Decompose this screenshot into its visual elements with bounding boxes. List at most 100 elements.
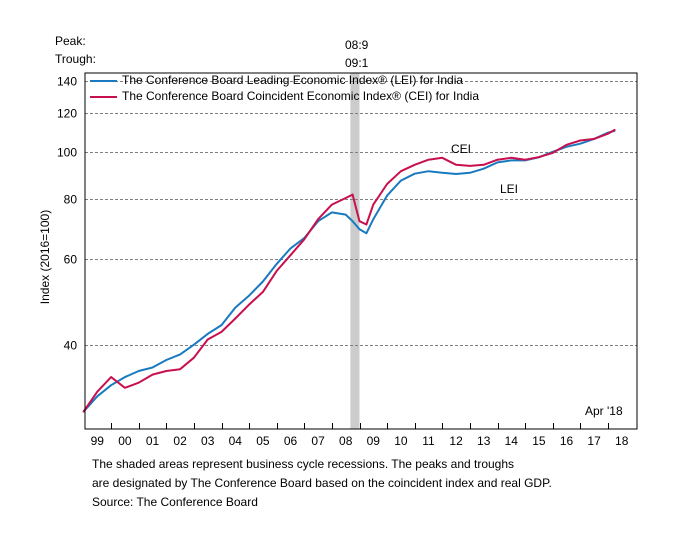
data-point-lei bbox=[193, 343, 195, 346]
data-point-cei bbox=[234, 317, 237, 320]
data-point-lei bbox=[351, 220, 354, 223]
x-tick-label: 02 bbox=[173, 434, 187, 448]
data-point-lei bbox=[165, 359, 168, 361]
data-point-cei bbox=[179, 368, 181, 371]
data-point-cei bbox=[124, 386, 126, 389]
data-point-cei bbox=[206, 338, 209, 341]
data-point-cei bbox=[365, 223, 368, 226]
data-point-cei bbox=[151, 373, 154, 376]
data-point-cei bbox=[455, 164, 457, 166]
data-point-lei bbox=[372, 218, 375, 221]
x-tick-label: 07 bbox=[311, 434, 325, 448]
data-point-cei bbox=[413, 164, 416, 166]
data-point-lei bbox=[220, 324, 223, 326]
y-tick-label: 120 bbox=[57, 107, 77, 121]
last-date-label: Apr '18 bbox=[585, 404, 623, 418]
data-point-lei bbox=[365, 232, 368, 235]
data-point-cei bbox=[607, 132, 609, 135]
data-point-cei bbox=[358, 220, 361, 223]
x-tick-label: 04 bbox=[229, 434, 243, 448]
data-point-cei bbox=[303, 238, 306, 241]
data-point-cei bbox=[110, 376, 112, 378]
data-point-lei bbox=[151, 366, 154, 369]
data-point-cei bbox=[400, 170, 402, 172]
x-tick-label: 14 bbox=[505, 434, 519, 448]
data-point-lei bbox=[124, 376, 126, 378]
data-point-cei bbox=[469, 165, 471, 167]
data-point-cei bbox=[551, 152, 554, 154]
x-tick-label: 17 bbox=[587, 434, 601, 448]
data-point-cei bbox=[275, 270, 278, 272]
data-point-lei bbox=[275, 263, 278, 265]
x-tick-label: 16 bbox=[560, 434, 574, 448]
data-point-lei bbox=[565, 146, 568, 148]
data-point-cei bbox=[317, 218, 319, 221]
data-point-lei bbox=[262, 280, 264, 283]
cei-tag: CEI bbox=[451, 142, 472, 156]
x-tick-label: 18 bbox=[615, 434, 629, 448]
x-tick-label: 10 bbox=[394, 434, 408, 448]
data-point-lei bbox=[289, 247, 292, 250]
series-line-cei bbox=[82, 128, 616, 413]
recession-band bbox=[350, 73, 360, 429]
x-tick-label: 05 bbox=[256, 434, 270, 448]
data-point-lei bbox=[96, 395, 99, 398]
data-point-cei bbox=[441, 156, 444, 159]
x-tick-label: 03 bbox=[201, 434, 215, 448]
data-point-cei bbox=[524, 158, 526, 161]
data-point-cei bbox=[165, 370, 168, 372]
data-point-lei bbox=[496, 161, 499, 164]
data-point-cei bbox=[579, 139, 582, 142]
data-point-lei bbox=[427, 170, 430, 172]
data-point-cei bbox=[193, 356, 195, 359]
y-tick-label: 100 bbox=[57, 146, 77, 160]
x-tick-label: 06 bbox=[284, 434, 298, 448]
y-tick-label: 40 bbox=[64, 339, 78, 353]
x-tick-label: 15 bbox=[532, 434, 546, 448]
data-point-cei bbox=[593, 138, 595, 140]
data-point-cei bbox=[510, 156, 513, 159]
data-point-cei bbox=[386, 183, 388, 185]
y-tick-label: 60 bbox=[64, 253, 78, 267]
data-point-cei bbox=[331, 203, 333, 206]
trough-value: 09:1 bbox=[345, 56, 369, 70]
series-line-lei bbox=[82, 129, 616, 413]
data-point-cei bbox=[496, 158, 499, 161]
x-tick-label: 13 bbox=[477, 434, 491, 448]
data-point-lei bbox=[510, 159, 513, 162]
data-point-lei bbox=[358, 228, 361, 231]
data-point-lei bbox=[137, 370, 140, 372]
data-point-lei bbox=[441, 172, 444, 174]
data-point-lei bbox=[482, 167, 485, 170]
data-point-cei bbox=[351, 193, 354, 196]
x-tick-label: 12 bbox=[449, 434, 463, 448]
data-point-cei bbox=[96, 390, 99, 393]
y-axis-label: Index (2016=100) bbox=[38, 209, 52, 305]
data-point-cei bbox=[220, 331, 223, 333]
data-point-lei bbox=[413, 172, 416, 175]
data-point-cei bbox=[538, 156, 540, 158]
peak-label: Peak: bbox=[55, 34, 86, 48]
data-point-cei bbox=[248, 303, 250, 306]
x-tick-label: 11 bbox=[422, 434, 435, 448]
data-point-lei bbox=[110, 384, 112, 386]
data-point-cei bbox=[262, 291, 264, 293]
footnote-source: Source: The Conference Board bbox=[92, 495, 258, 509]
data-point-lei bbox=[579, 142, 582, 145]
data-point-lei bbox=[344, 213, 347, 216]
trough-label: Trough: bbox=[55, 52, 96, 66]
legend-lei-label: The Conference Board Leading Economic In… bbox=[122, 73, 464, 87]
data-point-lei bbox=[469, 172, 471, 174]
data-point-lei bbox=[400, 179, 402, 182]
footnote-line-2: are designated by The Conference Board b… bbox=[92, 476, 552, 490]
data-point-cei bbox=[565, 143, 568, 146]
data-point-lei bbox=[234, 306, 237, 309]
x-tick-label: 00 bbox=[118, 434, 132, 448]
data-point-cei bbox=[82, 410, 85, 413]
plot-frame bbox=[84, 72, 638, 430]
data-point-cei bbox=[372, 203, 375, 206]
data-point-lei bbox=[455, 173, 457, 175]
data-point-lei bbox=[331, 211, 333, 214]
data-point-cei bbox=[289, 254, 292, 256]
footnote-line-1: The shaded areas represent business cycl… bbox=[92, 457, 515, 471]
